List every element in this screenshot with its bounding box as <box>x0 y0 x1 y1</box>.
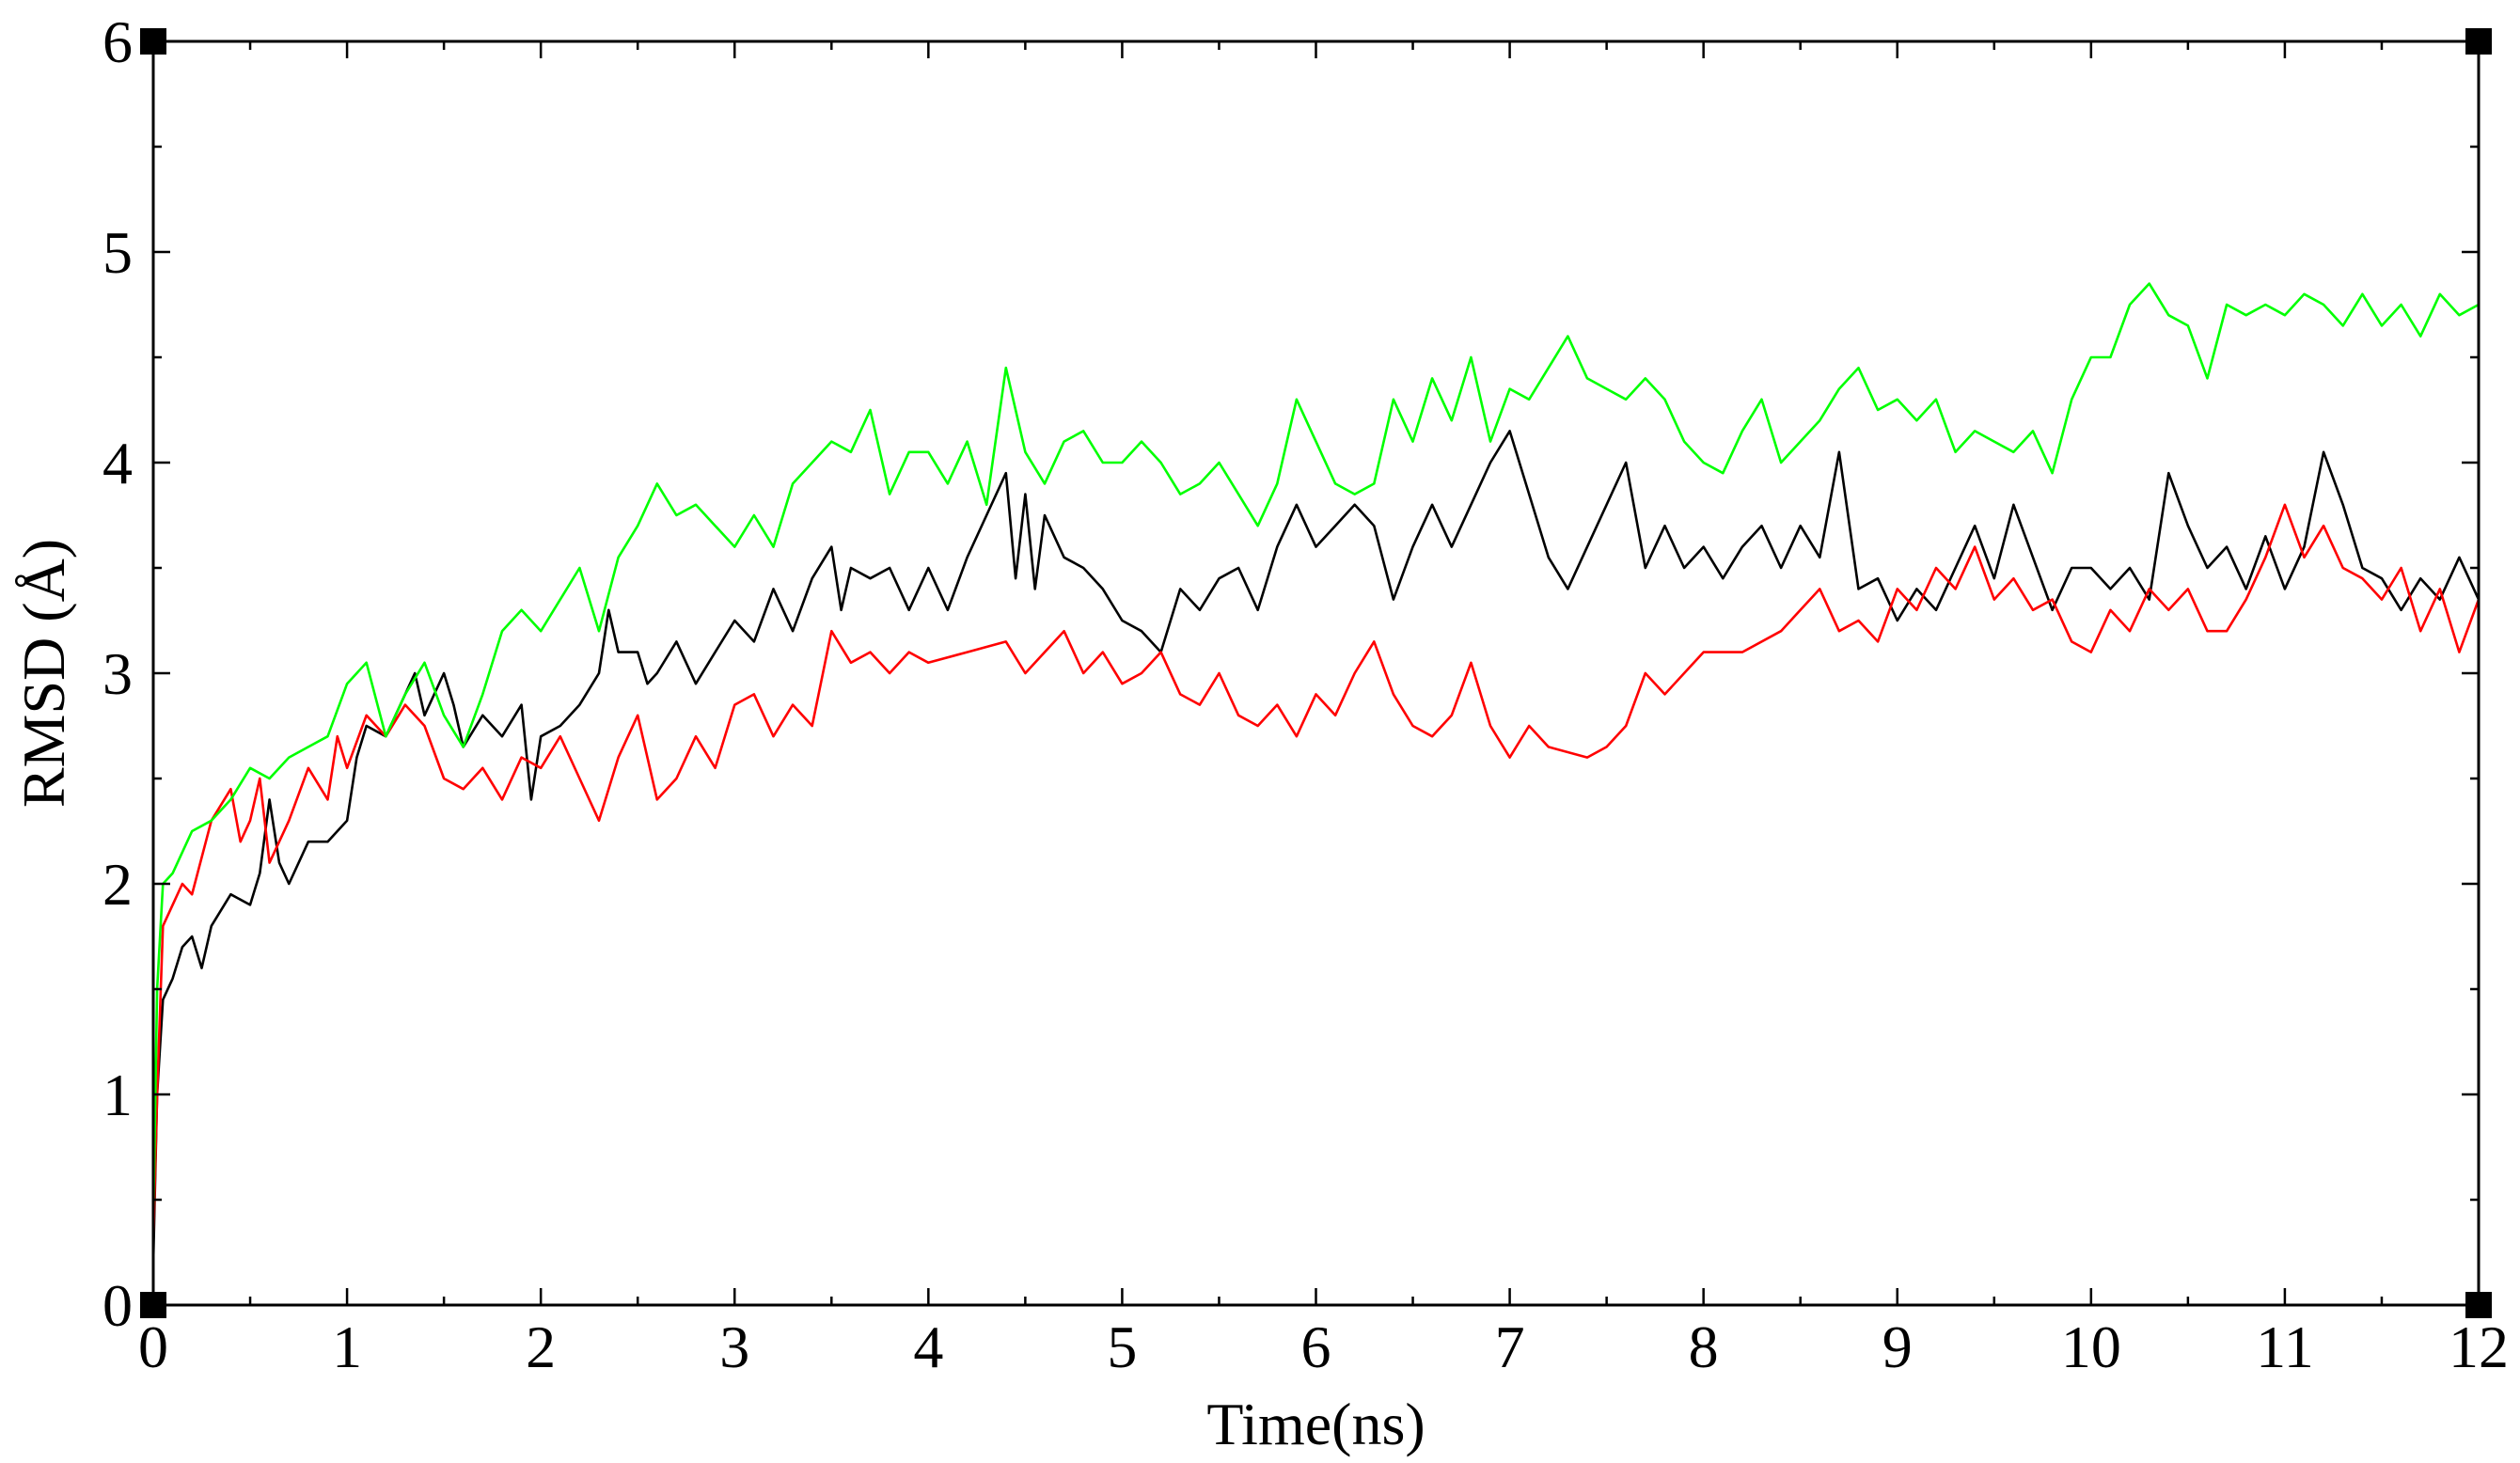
y-tick-label: 0 <box>102 1272 133 1339</box>
y-tick-label: 2 <box>102 851 133 918</box>
x-tick-label: 6 <box>1301 1314 1331 1380</box>
x-tick-label: 4 <box>913 1314 943 1380</box>
x-tick-label: 12 <box>2449 1314 2509 1380</box>
series-line-2 <box>151 503 2481 1242</box>
x-tick-label: 2 <box>526 1314 556 1380</box>
plot-frame <box>151 39 2481 1307</box>
x-tick-label: 1 <box>332 1314 362 1380</box>
frame-corner-handle <box>2465 28 2492 55</box>
y-tick-label: 6 <box>102 8 133 75</box>
x-tick-label: 7 <box>1495 1314 1525 1380</box>
y-tick-label: 1 <box>102 1062 133 1128</box>
x-tick-label: 8 <box>1689 1314 1719 1380</box>
series-line-1 <box>151 430 2481 1264</box>
series-line-3 <box>151 282 2480 1221</box>
y-tick-label: 3 <box>102 640 133 707</box>
x-tick-label: 10 <box>2061 1314 2121 1380</box>
x-tick-label: 0 <box>138 1314 168 1380</box>
y-axis-title: RMSD (Å) <box>10 539 77 808</box>
x-tick-label: 9 <box>1882 1314 1913 1380</box>
y-tick-label: 4 <box>102 430 133 496</box>
frame-corner-handle <box>140 28 166 55</box>
x-tick-label: 5 <box>1107 1314 1137 1380</box>
frame-corner-handle <box>2465 1292 2492 1318</box>
x-tick-label: 11 <box>2256 1314 2314 1380</box>
frame-corner-handle <box>140 1292 166 1318</box>
x-tick-label: 3 <box>719 1314 749 1380</box>
x-axis-title: Time(ns) <box>1206 1391 1425 1457</box>
series-layer <box>151 282 2481 1264</box>
y-tick-label: 5 <box>102 219 133 286</box>
